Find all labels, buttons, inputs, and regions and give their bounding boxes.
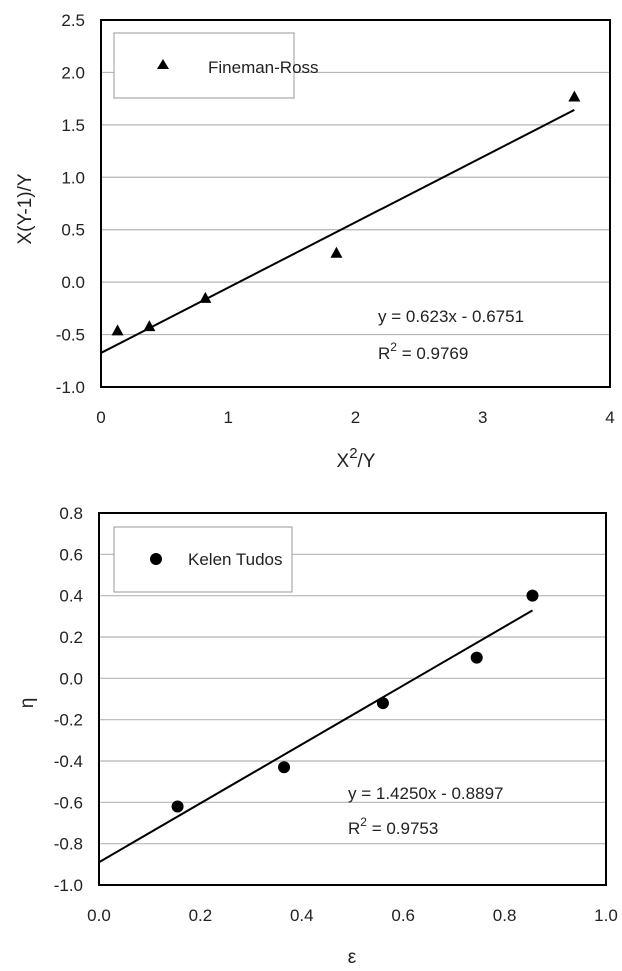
x-axis-title: X2/Y [337, 445, 376, 472]
x-tick-label: 0 [96, 408, 105, 427]
x-tick-label: 3 [478, 408, 487, 427]
legend-label: Fineman-Ross [208, 58, 319, 77]
y-tick-label: 0.0 [59, 669, 83, 688]
data-point [330, 246, 343, 258]
regression-equation: y = 1.4250x - 0.8897 [348, 784, 503, 803]
x-tick-label: 0.4 [290, 906, 314, 925]
y-axis-title: X(Y-1)/Y [15, 173, 36, 244]
y-tick-label: 2.5 [61, 11, 85, 30]
data-point [526, 589, 539, 602]
y-tick-label: 0.5 [61, 221, 85, 240]
r-squared: R2 = 0.9753 [348, 815, 438, 838]
legend-box [113, 526, 293, 593]
legend: Kelen Tudos [113, 526, 293, 593]
y-tick-label: 1.0 [61, 168, 85, 187]
y-tick-label: -1.0 [54, 876, 83, 895]
data-point [111, 324, 124, 336]
plot-area [100, 19, 611, 388]
legend-triangle-icon [157, 59, 169, 69]
y-tick-label: -0.6 [54, 793, 83, 812]
data-point [376, 697, 389, 710]
y-tick-label: 2.0 [61, 63, 85, 82]
legend-circle-icon [150, 553, 162, 565]
y-tick-label: 0.4 [59, 587, 83, 606]
x-tick-labels: 0 1 2 3 4 [96, 408, 614, 427]
data-point [143, 320, 156, 332]
y-tick-label: -1.0 [56, 378, 85, 397]
trendline [98, 609, 533, 864]
x-tick-label: 4 [605, 408, 614, 427]
data-points [111, 90, 581, 336]
x-tick-label: 0.6 [391, 906, 415, 925]
x-tick-label: 1 [224, 408, 233, 427]
x-axis-title: ε [348, 947, 357, 968]
x-tick-label: 0.0 [87, 906, 111, 925]
x-tick-label: 0.8 [493, 906, 517, 925]
x-tick-label: 1.0 [594, 906, 618, 925]
data-points [171, 589, 539, 813]
legend: Fineman-Ross [113, 32, 319, 99]
y-tick-label: 0.8 [59, 504, 83, 523]
trendline [100, 109, 575, 354]
kelen-tudos-chart: -1.0-0.8-0.6-0.4-0.20.00.20.40.60.8 0.0 0… [17, 504, 618, 968]
regression-equation: y = 0.623x - 0.6751 [378, 307, 524, 326]
data-point [171, 800, 184, 813]
y-tick-label: -0.5 [56, 326, 85, 345]
y-tick-label: 0.2 [59, 628, 83, 647]
y-tick-labels: -1.0 -0.8 -0.6 -0.4 -0.2 0.0 0.2 0.4 0.6 0.8 [54, 504, 83, 895]
fineman-ross-chart: -1.0 -0.5 0.0 0.5 1.0 1.5 2.0 2.5 0 1 2 3 4 Fineman… [15, 11, 615, 472]
y-tick-label: -0.8 [54, 835, 83, 854]
data-point [278, 761, 291, 774]
x-tick-label: 0.2 [189, 906, 213, 925]
data-point [568, 90, 581, 102]
grid-lines [101, 71, 610, 336]
legend-label: Kelen Tudos [188, 550, 283, 569]
y-tick-labels: -1.0 -0.5 0.0 0.5 1.0 1.5 2.0 2.5 [56, 11, 85, 397]
plot-area [98, 512, 607, 886]
data-point [470, 651, 483, 664]
x-tick-labels: 0.0 0.2 0.4 0.6 0.8 1.0 [87, 906, 618, 925]
y-tick-label: -0.2 [54, 711, 83, 730]
y-tick-label: 0.0 [61, 273, 85, 292]
y-tick-label: 1.5 [61, 116, 85, 135]
y-axis-title: η [17, 698, 38, 709]
x-tick-label: 2 [351, 408, 360, 427]
y-tick-label: 0.6 [59, 545, 83, 564]
y-tick-label: -0.4 [54, 752, 83, 771]
data-point [199, 291, 212, 303]
r-squared: R2 = 0.9769 [378, 340, 468, 363]
legend-box [113, 32, 295, 99]
